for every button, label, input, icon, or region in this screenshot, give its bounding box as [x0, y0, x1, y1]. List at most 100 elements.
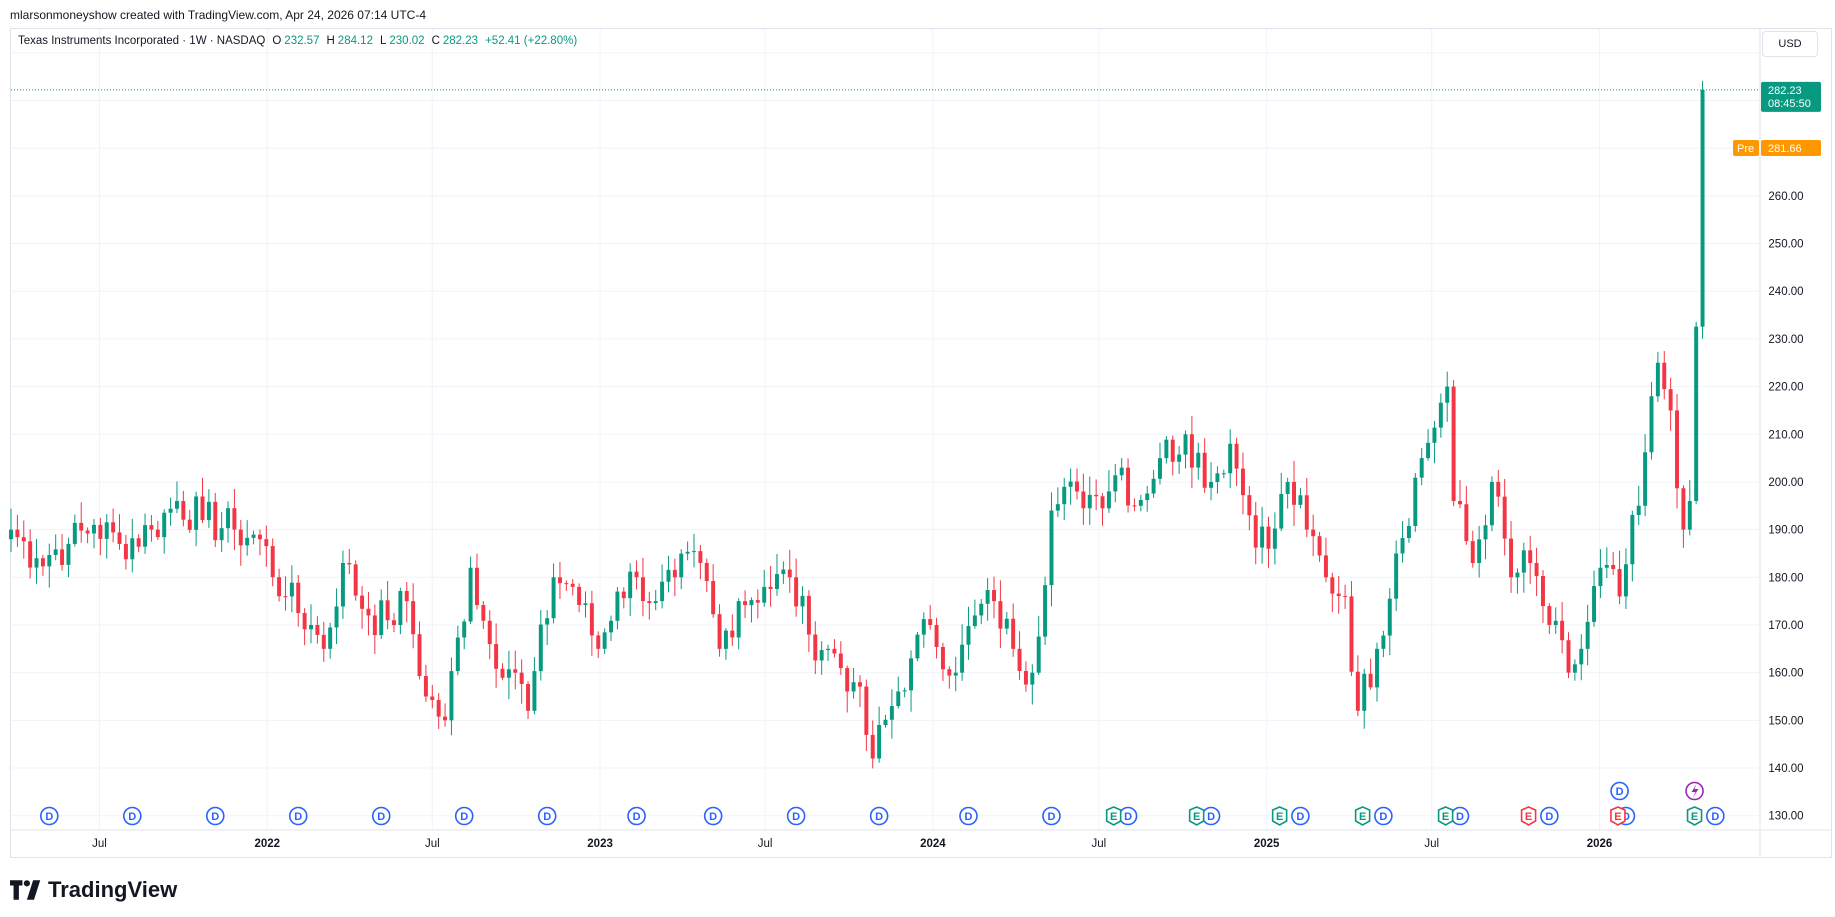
candle-body[interactable] — [1272, 528, 1277, 549]
candle-body[interactable] — [749, 600, 754, 606]
candle-body[interactable] — [474, 567, 479, 606]
dividend-marker-icon[interactable] — [371, 806, 391, 826]
candle-body[interactable] — [1432, 427, 1437, 443]
candle-body[interactable] — [1470, 541, 1475, 563]
candle-body[interactable] — [181, 501, 186, 520]
candle-body[interactable] — [832, 648, 837, 654]
candle-body[interactable] — [155, 529, 160, 538]
candle-body[interactable] — [1598, 567, 1603, 587]
candle-body[interactable] — [168, 508, 173, 513]
candle-body[interactable] — [628, 571, 633, 599]
candle-body[interactable] — [315, 624, 320, 635]
candle-body[interactable] — [883, 719, 888, 726]
candle-body[interactable] — [1553, 620, 1558, 625]
candle-body[interactable] — [960, 644, 965, 673]
candle-body[interactable] — [934, 624, 939, 648]
candle-body[interactable] — [1215, 473, 1220, 482]
candle-body[interactable] — [34, 558, 39, 568]
dividend-marker-icon[interactable] — [454, 806, 474, 826]
currency-selector[interactable]: USD — [1762, 31, 1818, 57]
earnings-marker-icon[interactable] — [1520, 806, 1537, 826]
candle-body[interactable] — [21, 537, 26, 542]
candle-body[interactable] — [219, 528, 224, 541]
candle-body[interactable] — [47, 554, 52, 567]
dividend-marker-icon[interactable] — [703, 806, 723, 826]
candle-body[interactable] — [1062, 486, 1067, 505]
candle-body[interactable] — [136, 538, 141, 547]
candle-body[interactable] — [283, 596, 288, 598]
candle-body[interactable] — [1183, 434, 1188, 455]
candle-body[interactable] — [845, 668, 850, 692]
candle-body[interactable] — [889, 706, 894, 720]
candle-body[interactable] — [1687, 501, 1692, 530]
dividend-marker-icon[interactable] — [786, 806, 806, 826]
candle-body[interactable] — [647, 601, 652, 604]
candle-body[interactable] — [768, 586, 773, 590]
candle-body[interactable] — [1426, 442, 1431, 459]
candle-body[interactable] — [1196, 452, 1201, 468]
candle-body[interactable] — [1043, 585, 1048, 637]
candle-body[interactable] — [1655, 362, 1660, 397]
candle-body[interactable] — [1560, 620, 1565, 641]
candle-body[interactable] — [1209, 481, 1214, 488]
candle-body[interactable] — [1394, 553, 1399, 599]
candle-body[interactable] — [1515, 572, 1520, 578]
candle-body[interactable] — [1247, 495, 1252, 516]
candle-body[interactable] — [1266, 526, 1271, 549]
candle-body[interactable] — [589, 603, 594, 636]
candle-body[interactable] — [1477, 539, 1482, 563]
candle-body[interactable] — [1292, 481, 1297, 505]
candle-body[interactable] — [85, 530, 90, 534]
candle-body[interactable] — [149, 525, 154, 530]
candle-body[interactable] — [1253, 515, 1258, 548]
candle-body[interactable] — [455, 637, 460, 672]
candle-body[interactable] — [672, 569, 677, 578]
candle-body[interactable] — [1611, 564, 1616, 570]
candle-body[interactable] — [813, 634, 818, 661]
candle-body[interactable] — [1017, 648, 1022, 671]
candle-body[interactable] — [915, 634, 920, 659]
candle-body[interactable] — [819, 650, 824, 661]
candle-body[interactable] — [245, 537, 250, 546]
candle-body[interactable] — [602, 632, 607, 649]
candle-body[interactable] — [1298, 495, 1303, 505]
candle-body[interactable] — [698, 551, 703, 563]
candle-body[interactable] — [1221, 473, 1226, 475]
candle-body[interactable] — [985, 590, 990, 604]
candle-body[interactable] — [1375, 648, 1379, 688]
candle-body[interactable] — [1502, 496, 1507, 539]
dividend-marker-icon[interactable] — [1291, 806, 1310, 826]
earnings-marker-icon[interactable] — [1686, 806, 1703, 826]
candle-body[interactable] — [992, 590, 996, 602]
candle-body[interactable] — [762, 586, 767, 603]
candle-body[interactable] — [1330, 577, 1335, 594]
candle-body[interactable] — [794, 577, 799, 607]
candle-body[interactable] — [1094, 494, 1099, 497]
candle-body[interactable] — [1113, 475, 1118, 492]
candle-body[interactable] — [117, 532, 122, 544]
candle-body[interactable] — [1381, 635, 1386, 649]
candle-body[interactable] — [583, 603, 588, 605]
candle-body[interactable] — [66, 543, 71, 565]
candle-body[interactable] — [104, 522, 109, 539]
candle-body[interactable] — [1317, 536, 1322, 556]
candle-body[interactable] — [1011, 618, 1016, 649]
candle-body[interactable] — [1036, 636, 1041, 673]
candle-body[interactable] — [130, 538, 135, 560]
candle-body[interactable] — [1126, 467, 1131, 506]
candle-body[interactable] — [60, 549, 65, 565]
candle-body[interactable] — [1132, 505, 1137, 507]
candle-body[interactable] — [1068, 481, 1073, 487]
candle-body[interactable] — [123, 543, 128, 560]
candle-body[interactable] — [79, 522, 84, 531]
pre-market-price-tag[interactable] — [1761, 140, 1821, 156]
candle-body[interactable] — [666, 569, 671, 582]
candle-body[interactable] — [564, 583, 569, 585]
dividend-marker-icon[interactable] — [1610, 781, 1629, 801]
dividend-marker-icon[interactable] — [537, 806, 557, 826]
candle-body[interactable] — [1170, 439, 1175, 462]
candle-body[interactable] — [309, 624, 313, 630]
candle-body[interactable] — [513, 669, 518, 673]
candle-body[interactable] — [226, 508, 231, 529]
candle-body[interactable] — [1164, 439, 1169, 459]
